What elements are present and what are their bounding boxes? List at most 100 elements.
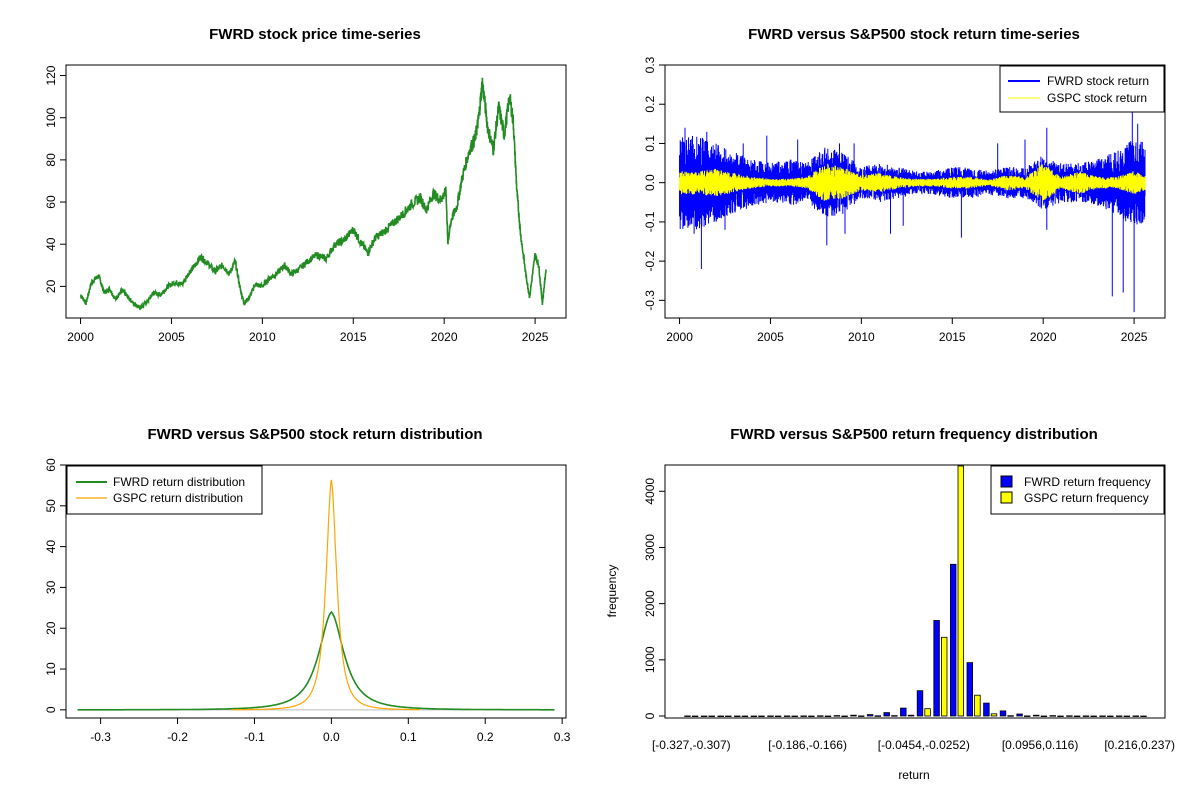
fwrd-frequency-bar [700,715,708,718]
y-tick-label: 60 [44,458,58,472]
fwrd-frequency-bar [1082,715,1090,717]
legend-swatch-gspc [1000,491,1013,504]
gspc-frequency-bar [824,715,832,718]
gspc-frequency-bar [1073,715,1081,718]
x-tick-label: [-0.186,-0.166) [768,738,847,752]
y-tick-label: 0.1 [643,135,657,152]
fwrd-frequency-bar [983,702,990,717]
x-tick-label: 0.0 [323,730,340,744]
y-tick-label: 100 [44,107,58,127]
x-tick-label: [-0.0454,-0.0252) [878,738,970,752]
x-tick-label: 2015 [340,330,367,344]
y-tick-label: 120 [44,65,58,85]
legend-swatch-fwrd [1000,475,1013,488]
fwrd-frequency-bar [1066,715,1073,717]
fwrd-frequency-bar [734,715,741,718]
y-tick-label: 30 [44,580,58,594]
x-axis-label: return [898,768,929,782]
y-tick-label: 20 [44,621,58,635]
fwrd-frequency-bar [800,715,807,717]
y-tick-label: 4000 [643,478,657,505]
fwrd-frequency-bar [883,712,890,717]
y-tick-label: -0.2 [643,250,657,271]
plot-frame [65,464,567,719]
fwrd-density-line [77,610,555,711]
gspc-frequency-bar [758,715,765,718]
fwrd-frequency-bar [999,710,1007,717]
fwrd-frequency-bar [933,620,940,717]
gspc-frequency-bar [874,715,881,717]
gspc-frequency-bar [741,715,749,718]
legend-label: FWRD return frequency [1024,475,1151,489]
fwrd-frequency-bar [833,715,841,717]
gspc-return-series [679,163,1146,201]
gspc-frequency-bar [858,715,865,717]
y-tick-label: 80 [44,153,58,167]
x-tick-label: 2020 [431,330,458,344]
gspc-frequency-bar [691,715,699,718]
gspc-frequency-bar [1140,715,1147,718]
panel-return-distribution: FWRD versus S&P500 stock return distribu… [44,426,571,744]
chart-title: FWRD versus S&P500 return frequency dist… [730,426,1098,443]
gspc-frequency-bar [1123,715,1131,718]
fwrd-frequency-bar [1049,715,1056,717]
fwrd-frequency-bar [866,714,874,717]
chart-title: FWRD stock price time-series [209,26,421,43]
fwrd-frequency-bar [950,563,957,717]
fwrd-frequency-bar [684,715,691,717]
y-tick-label: 50 [44,499,58,513]
y-tick-label: -0.1 [643,211,657,232]
fwrd-frequency-bar [900,707,907,717]
x-tick-label: -0.2 [167,730,188,744]
x-tick-label: 0.3 [554,730,571,744]
chart-title: FWRD versus S&P500 stock return distribu… [147,426,482,443]
gspc-frequency-bar [841,715,848,718]
y-tick-label: 0.0 [643,174,657,191]
legend-box [999,65,1165,113]
legend: FWRD return distribution GSPC return dis… [66,465,263,515]
legend-label: GSPC stock return [1047,91,1147,105]
panel-return-timeseries: FWRD versus S&P500 stock return time-ser… [643,26,1166,344]
gspc-frequency-bar [924,708,931,717]
legend-box [66,465,263,515]
x-tick-label: 0.2 [477,730,494,744]
legend: FWRD stock return GSPC stock return [999,65,1165,113]
gspc-frequency-bar [974,694,981,717]
panel-frequency-histogram: FWRD versus S&P500 return frequency dist… [605,426,1175,782]
y-tick-label: 40 [44,540,58,554]
x-tick-label: 0.1 [400,730,417,744]
x-tick-label: 2025 [1121,330,1148,344]
gspc-frequency-bar [774,715,782,718]
x-tick-label: 2010 [848,330,875,344]
fwrd-frequency-bar [916,690,924,717]
fwrd-frequency-bar [817,715,824,717]
fwrd-frequency-bar [783,715,791,717]
gspc-density-line [231,479,420,711]
fwrd-price-line [80,77,547,311]
gspc-frequency-bar [1107,715,1114,718]
fwrd-return-series [679,104,1146,313]
legend-label: FWRD return distribution [113,475,245,489]
legend-label: GSPC return frequency [1024,491,1149,505]
fwrd-frequency-bar [1099,715,1106,717]
fwrd-frequency-bar [966,662,973,717]
gspc-frequency-bar [990,713,998,717]
gspc-frequency-bar [891,715,898,717]
x-tick-label: [0.0956,0.116) [1002,738,1079,752]
gspc-frequency-bar [1090,715,1097,718]
gspc-frequency-bar [1024,715,1031,717]
plot-frame [664,464,1166,719]
x-tick-label: 2015 [939,330,966,344]
y-tick-label: 0 [643,712,657,719]
x-tick-label: 2000 [666,330,693,344]
gspc-frequency-bar [708,715,715,718]
gspc-frequency-bar [941,636,948,717]
y-tick-label: 0 [44,706,58,713]
fwrd-frequency-bar [1132,715,1139,717]
x-tick-label: 2005 [757,330,784,344]
gspc-frequency-bar [725,715,732,718]
y-axis-label: frequency [605,565,619,618]
x-tick-label: 2025 [522,330,549,344]
gspc-frequency-bar [1057,715,1064,718]
